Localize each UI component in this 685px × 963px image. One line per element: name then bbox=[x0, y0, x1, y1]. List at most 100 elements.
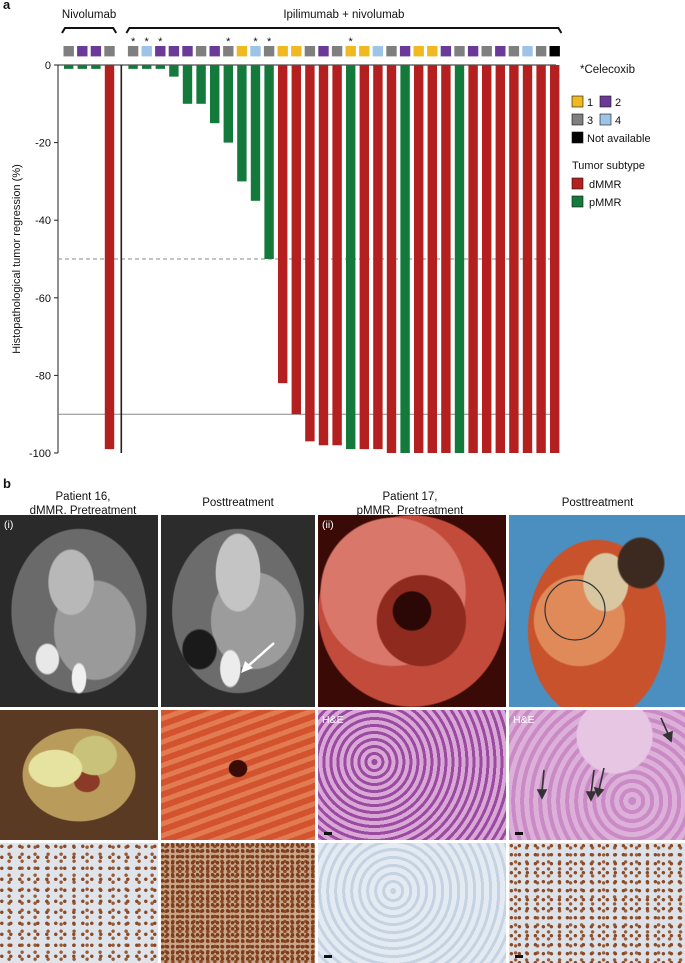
bar-dmmr bbox=[427, 65, 437, 453]
ihc-stain-patient16-post-image bbox=[161, 843, 315, 963]
nivolumab-bracket bbox=[61, 27, 118, 34]
cms-square bbox=[291, 46, 302, 57]
legend-subtype-title: Tumor subtype bbox=[572, 160, 645, 172]
celecoxib-star: * bbox=[267, 36, 272, 48]
ihc-stain-patient17-post-image bbox=[509, 843, 685, 963]
celecoxib-star: * bbox=[145, 36, 150, 48]
nivolumab-group-label: Nivolumab bbox=[62, 9, 116, 21]
scale-bar bbox=[324, 832, 332, 835]
cms-square bbox=[467, 46, 479, 57]
endoscopy-label-ii: (ii) bbox=[322, 519, 334, 531]
cms-square bbox=[141, 46, 152, 57]
y-tick-label: -60 bbox=[35, 293, 51, 305]
ihc-stain-patient16-pre-image bbox=[0, 843, 158, 963]
ct-scan-pretreatment-image: (i) bbox=[0, 515, 158, 707]
panel-letter-a: a bbox=[3, 0, 11, 12]
cms-square bbox=[331, 46, 343, 57]
cms-square bbox=[263, 46, 275, 57]
cms-square bbox=[63, 46, 74, 57]
cms-square bbox=[522, 46, 533, 57]
y-tick-label: -80 bbox=[35, 370, 51, 382]
bar-pmmr bbox=[400, 65, 410, 453]
bar-pmmr bbox=[91, 65, 101, 69]
bar-dmmr bbox=[495, 65, 505, 453]
ct-scan-posttreatment-image bbox=[161, 515, 315, 707]
bar-pmmr bbox=[182, 65, 193, 104]
cms-square bbox=[440, 46, 452, 57]
bar-pmmr bbox=[223, 65, 233, 143]
ct-label-i: (i) bbox=[4, 519, 14, 531]
cms-square bbox=[304, 46, 316, 57]
he-label-1: H&E bbox=[322, 714, 344, 726]
bar-dmmr bbox=[373, 65, 383, 450]
cms-square bbox=[182, 46, 193, 57]
cms-square bbox=[277, 46, 288, 57]
legend-cms-swatch bbox=[571, 95, 584, 108]
cms-square bbox=[155, 46, 166, 57]
arrow-icon bbox=[536, 717, 673, 802]
resection-gross-posttreatment-image bbox=[161, 710, 315, 840]
panel-letter-b: b bbox=[3, 476, 11, 491]
cms-square bbox=[359, 46, 370, 57]
bar-pmmr bbox=[64, 65, 74, 69]
scale-bar bbox=[324, 955, 332, 958]
legend-cms-swatch bbox=[571, 113, 584, 126]
bar-pmmr bbox=[454, 65, 465, 453]
cms-square bbox=[427, 46, 438, 57]
y-tick-label: 0 bbox=[45, 60, 51, 72]
cms-square bbox=[413, 46, 424, 57]
bar-dmmr bbox=[509, 65, 519, 453]
cms-square bbox=[481, 46, 492, 57]
legend-cms-label: 1 bbox=[587, 97, 593, 109]
bar-dmmr bbox=[414, 65, 424, 453]
scale-bar bbox=[515, 955, 523, 958]
cms-square bbox=[127, 46, 139, 57]
celecoxib-star: * bbox=[349, 36, 354, 48]
cms-square bbox=[372, 46, 384, 57]
bar-pmmr bbox=[142, 65, 152, 69]
bar-dmmr bbox=[278, 65, 288, 384]
cms-square bbox=[77, 46, 88, 57]
y-tick-label: -20 bbox=[35, 138, 51, 150]
bar-pmmr bbox=[210, 65, 220, 124]
legend-subtype-label: dMMR bbox=[589, 179, 621, 191]
col-header-patient16-post: Posttreatment bbox=[202, 497, 274, 509]
cms-square bbox=[495, 46, 506, 57]
legend-cms-label: 3 bbox=[587, 115, 593, 127]
bar-dmmr bbox=[305, 65, 315, 442]
bar-pmmr bbox=[237, 65, 247, 182]
cms-square bbox=[90, 46, 102, 57]
cms-square bbox=[535, 46, 547, 57]
bar-pmmr bbox=[155, 65, 165, 69]
cms-square bbox=[236, 46, 248, 57]
bar-dmmr bbox=[441, 65, 451, 453]
bar-pmmr bbox=[169, 65, 179, 77]
bar-pmmr bbox=[346, 65, 356, 450]
endoscopy-gross-pretreatment-image bbox=[0, 710, 158, 840]
celecoxib-star: * bbox=[158, 36, 163, 48]
legend-cms-swatch bbox=[571, 131, 584, 144]
scale-bar bbox=[515, 832, 523, 835]
bar-dmmr bbox=[482, 65, 492, 453]
tumor-circle-marker bbox=[544, 579, 606, 641]
bar-dmmr bbox=[359, 65, 369, 450]
cms-square bbox=[345, 46, 356, 57]
celecoxib-note: *Celecoxib bbox=[580, 64, 635, 76]
col-header-patient17-post: Posttreatment bbox=[561, 497, 634, 509]
bar-pmmr bbox=[77, 65, 87, 69]
col-header-patient17-pre: Patient 17, pMMR. Pretreatment bbox=[356, 491, 464, 517]
cms-square bbox=[549, 46, 560, 57]
cms-square bbox=[168, 46, 180, 57]
waterfall-chart: 0 -20 -40 -60 -80 -100 Histopathological tumor… bbox=[11, 9, 651, 460]
arrow-icon bbox=[241, 642, 275, 673]
legend-cms-swatch bbox=[599, 113, 612, 126]
cms-square bbox=[195, 46, 207, 57]
bar-dmmr bbox=[332, 65, 342, 446]
he-stain-posttreatment-image: H&E bbox=[509, 710, 685, 840]
combo-group-label: Ipilimumab + nivolumab bbox=[283, 9, 404, 21]
cms-square bbox=[399, 46, 411, 57]
bar-dmmr bbox=[291, 65, 301, 415]
cms-square bbox=[250, 46, 261, 57]
combo-bracket bbox=[125, 27, 563, 34]
